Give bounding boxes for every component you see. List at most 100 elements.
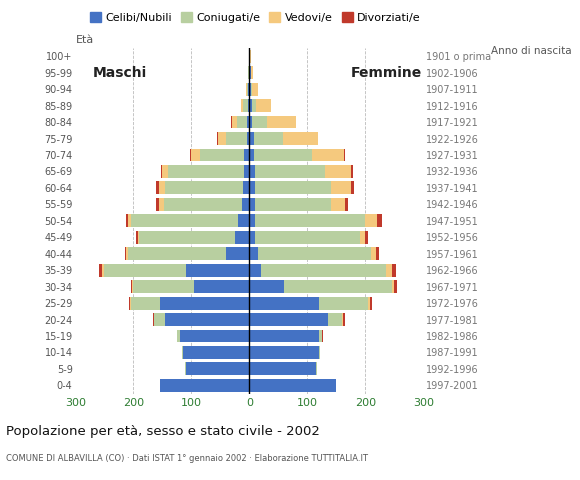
Bar	[392, 280, 394, 293]
Bar	[250, 50, 251, 63]
Bar	[128, 215, 130, 227]
Bar	[191, 148, 200, 161]
Bar	[351, 165, 353, 178]
Bar	[365, 215, 377, 227]
Bar	[249, 215, 255, 227]
Bar	[194, 280, 249, 293]
Bar	[319, 330, 322, 342]
Bar	[255, 215, 365, 227]
Bar	[249, 165, 255, 178]
Bar	[153, 313, 154, 326]
Bar	[331, 198, 345, 211]
Bar	[249, 50, 250, 63]
Bar	[130, 297, 131, 310]
Bar	[267, 116, 296, 129]
Bar	[254, 148, 312, 161]
Bar	[316, 362, 317, 375]
Bar	[328, 313, 342, 326]
Bar	[386, 264, 392, 276]
Bar	[246, 83, 248, 96]
Bar	[371, 247, 376, 260]
Bar	[186, 264, 249, 276]
Bar	[252, 99, 256, 112]
Bar	[200, 148, 244, 161]
Bar	[177, 330, 180, 342]
Bar	[394, 280, 397, 293]
Bar	[102, 264, 104, 276]
Bar	[160, 297, 249, 310]
Bar	[312, 148, 344, 161]
Bar	[235, 231, 249, 244]
Bar	[162, 165, 168, 178]
Bar	[138, 231, 139, 244]
Bar	[249, 132, 254, 145]
Bar	[241, 99, 243, 112]
Bar	[104, 264, 186, 276]
Bar	[248, 66, 249, 79]
Bar	[159, 198, 164, 211]
Bar	[231, 116, 232, 129]
Bar	[249, 362, 316, 375]
Bar	[249, 313, 328, 326]
Bar	[249, 280, 284, 293]
Bar	[182, 346, 183, 359]
Bar	[377, 215, 382, 227]
Bar	[365, 231, 368, 244]
Bar	[99, 264, 102, 276]
Bar	[249, 379, 336, 392]
Bar	[248, 83, 249, 96]
Bar	[392, 264, 396, 276]
Bar	[218, 132, 226, 145]
Bar	[249, 66, 251, 79]
Bar	[154, 313, 165, 326]
Text: Femmine: Femmine	[351, 66, 422, 80]
Bar	[360, 231, 365, 244]
Bar	[351, 181, 354, 194]
Bar	[226, 132, 246, 145]
Bar	[258, 247, 371, 260]
Bar	[255, 231, 360, 244]
Bar	[159, 181, 165, 194]
Bar	[242, 198, 249, 211]
Bar	[165, 181, 243, 194]
Bar	[251, 83, 252, 96]
Bar	[180, 330, 249, 342]
Text: Anno di nascita: Anno di nascita	[491, 46, 571, 56]
Bar	[249, 231, 255, 244]
Bar	[129, 297, 130, 310]
Bar	[319, 297, 368, 310]
Bar	[249, 297, 319, 310]
Bar	[255, 198, 331, 211]
Bar	[261, 264, 386, 276]
Bar	[217, 132, 218, 145]
Bar	[226, 247, 249, 260]
Text: Popolazione per età, sesso e stato civile - 2002: Popolazione per età, sesso e stato civil…	[6, 425, 320, 438]
Bar	[252, 83, 258, 96]
Bar	[322, 330, 323, 342]
Bar	[376, 247, 379, 260]
Text: Maschi: Maschi	[93, 66, 147, 80]
Bar	[249, 148, 254, 161]
Bar	[186, 362, 249, 375]
Bar	[368, 297, 370, 310]
Bar	[255, 165, 325, 178]
Legend: Celibi/Nubili, Coniugati/e, Vedovi/e, Divorziati/e: Celibi/Nubili, Coniugati/e, Vedovi/e, Di…	[85, 8, 425, 27]
Text: COMUNE DI ALBAVILLA (CO) · Dati ISTAT 1° gennaio 2002 · Elaborazione TUTTITALIA.: COMUNE DI ALBAVILLA (CO) · Dati ISTAT 1°…	[6, 454, 368, 463]
Bar	[344, 148, 345, 161]
Bar	[165, 313, 249, 326]
Bar	[249, 247, 258, 260]
Bar	[249, 83, 251, 96]
Bar	[168, 165, 244, 178]
Bar	[238, 215, 249, 227]
Bar	[325, 165, 351, 178]
Bar	[132, 280, 133, 293]
Bar	[251, 66, 253, 79]
Bar	[156, 198, 159, 211]
Bar	[331, 181, 351, 194]
Bar	[190, 148, 191, 161]
Bar	[249, 264, 261, 276]
Bar	[139, 231, 235, 244]
Bar	[255, 181, 331, 194]
Bar	[284, 280, 392, 293]
Bar	[243, 99, 248, 112]
